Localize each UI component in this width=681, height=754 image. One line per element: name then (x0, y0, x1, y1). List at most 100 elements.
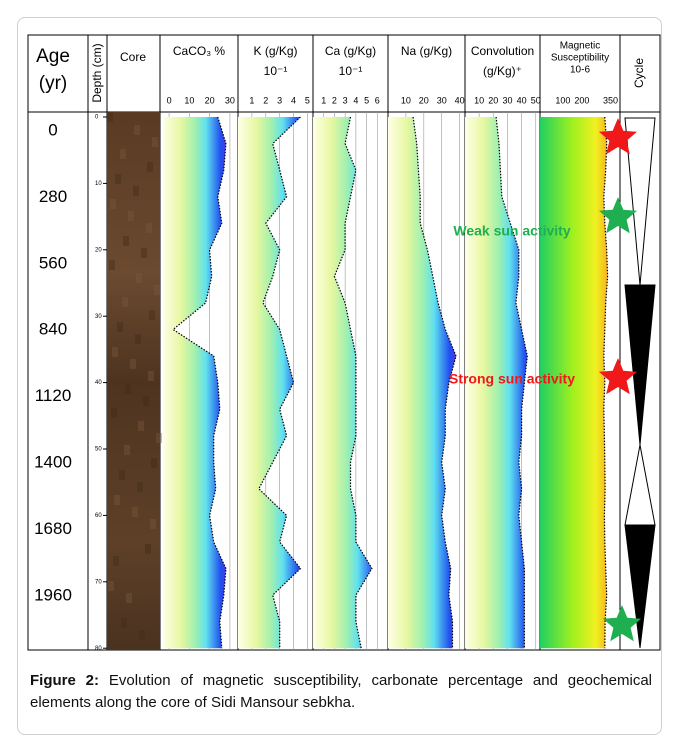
core-texture (149, 310, 155, 320)
x-tick-label: 10 (401, 95, 411, 105)
panel-title: Magnetic (560, 41, 601, 52)
x-tick-label: 30 (502, 95, 512, 105)
panel-title: Ca (g/Kg) (325, 44, 376, 58)
core-texture (112, 347, 118, 357)
core-texture (154, 285, 160, 295)
core-texture (111, 408, 117, 418)
age-header: (yr) (39, 73, 67, 94)
x-tick-label: 350 (603, 95, 618, 105)
core-texture (136, 273, 142, 283)
panel-title: Susceptibility (551, 53, 609, 64)
x-tick-label: 10 (184, 95, 194, 105)
panel-title: CaCO₃ % (173, 44, 226, 58)
star (599, 358, 637, 394)
depth-tick-label: 60 (95, 513, 102, 519)
depth-tick-label: 80 (95, 646, 102, 652)
age-label: 0 (48, 120, 57, 139)
panel-fill (163, 117, 226, 648)
core-texture (123, 236, 129, 246)
x-tick-label: 30 (225, 95, 235, 105)
core-texture (151, 458, 157, 468)
panel-title: Na (g/Kg) (401, 44, 452, 58)
x-tick-label: 5 (364, 95, 369, 105)
x-tick-label: 0 (167, 95, 172, 105)
x-tick-label: 40 (455, 95, 465, 105)
core-texture (134, 125, 140, 135)
caption: Figure 2: Evolution of magnetic suscepti… (30, 670, 652, 714)
cycle-triangle (625, 285, 655, 445)
core-texture (152, 137, 158, 147)
panel-title: 10-6 (570, 65, 590, 76)
panel-fill (388, 117, 456, 648)
core-texture (148, 371, 154, 381)
core-texture (145, 544, 151, 554)
core-texture (128, 211, 134, 221)
x-tick-label: 40 (517, 95, 527, 105)
core-texture (114, 495, 120, 505)
x-tick-label: 100 (555, 95, 570, 105)
x-tick-label: 20 (419, 95, 429, 105)
panel-title: 10⁻¹ (264, 64, 288, 78)
age-label: 1400 (34, 452, 72, 471)
age-label: 840 (39, 320, 67, 339)
x-tick-label: 5 (305, 95, 310, 105)
panel-fill (238, 117, 301, 648)
depth-tick-label: 0 (95, 115, 99, 121)
core-texture (124, 445, 130, 455)
core-texture (122, 297, 128, 307)
annotation-strong: Strong sun activity (449, 371, 575, 387)
cycle-triangle (625, 445, 655, 525)
core-texture (135, 334, 141, 344)
x-tick-label: 50 (531, 95, 541, 105)
core-texture (138, 421, 144, 431)
core-texture (146, 223, 152, 233)
x-tick-label: 10 (474, 95, 484, 105)
age-label: 1680 (34, 519, 72, 538)
panel-title: (g/Kg)⁺ (483, 64, 522, 78)
core-texture (147, 162, 153, 172)
panel-title: Convolution (471, 44, 534, 58)
x-tick-label: 1 (249, 95, 254, 105)
x-tick-label: 2 (332, 95, 337, 105)
cycle-header: Cycle (632, 58, 646, 88)
x-tick-label: 4 (353, 95, 358, 105)
x-tick-label: 4 (291, 95, 296, 105)
core-texture (143, 396, 149, 406)
core-texture (110, 199, 116, 209)
core-texture (125, 384, 131, 394)
core-texture (126, 593, 132, 603)
core-texture (156, 433, 162, 443)
x-tick-label: 3 (277, 95, 282, 105)
x-tick-label: 2 (263, 95, 268, 105)
age-header: Age (36, 46, 70, 67)
x-tick-label: 20 (205, 95, 215, 105)
core-texture (133, 186, 139, 196)
core-texture (121, 618, 127, 628)
age-label: 560 (39, 253, 67, 272)
figure: Age(yr)Depth (cm)CoreCycle02805608401120… (0, 0, 681, 668)
cycle-triangle (625, 118, 655, 285)
caption-label: Figure 2: (30, 672, 99, 689)
x-tick-label: 1 (321, 95, 326, 105)
depth-tick-label: 20 (95, 247, 102, 253)
core-texture (109, 260, 115, 270)
core-texture (115, 174, 121, 184)
core-texture (117, 322, 123, 332)
depth-header: Depth (cm) (90, 43, 104, 102)
core-texture (113, 556, 119, 566)
x-tick-label: 20 (488, 95, 498, 105)
depth-tick-label: 50 (95, 447, 102, 453)
annotation-weak: Weak sun activity (453, 223, 570, 239)
panel-fill (313, 117, 372, 648)
core-texture (139, 630, 145, 640)
age-label: 1120 (35, 386, 72, 405)
x-tick-label: 30 (437, 95, 447, 105)
core-texture (107, 112, 113, 122)
x-tick-label: 6 (375, 95, 380, 105)
core-texture (108, 581, 114, 591)
caption-text: Evolution of magnetic susceptibility, ca… (30, 672, 652, 711)
depth-tick-label: 10 (95, 181, 102, 187)
depth-tick-label: 40 (95, 380, 102, 386)
core-texture (120, 149, 126, 159)
panel-title: 10⁻¹ (339, 64, 363, 78)
